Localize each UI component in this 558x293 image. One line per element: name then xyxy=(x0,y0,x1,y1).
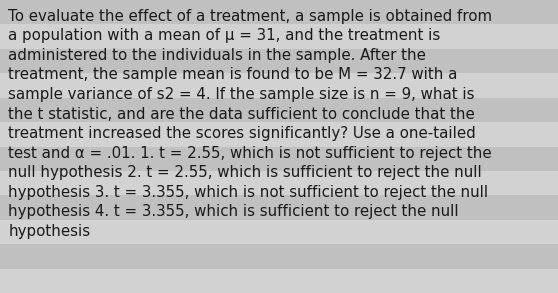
FancyBboxPatch shape xyxy=(0,24,558,49)
FancyBboxPatch shape xyxy=(0,171,558,195)
FancyBboxPatch shape xyxy=(0,98,558,122)
FancyBboxPatch shape xyxy=(0,220,558,244)
FancyBboxPatch shape xyxy=(0,0,558,24)
FancyBboxPatch shape xyxy=(0,146,558,171)
Text: To evaluate the effect of a treatment, a sample is obtained from
a population wi: To evaluate the effect of a treatment, a… xyxy=(8,9,493,239)
FancyBboxPatch shape xyxy=(0,195,558,220)
FancyBboxPatch shape xyxy=(0,73,558,98)
FancyBboxPatch shape xyxy=(0,122,558,146)
FancyBboxPatch shape xyxy=(0,269,558,293)
FancyBboxPatch shape xyxy=(0,49,558,73)
FancyBboxPatch shape xyxy=(0,244,558,269)
